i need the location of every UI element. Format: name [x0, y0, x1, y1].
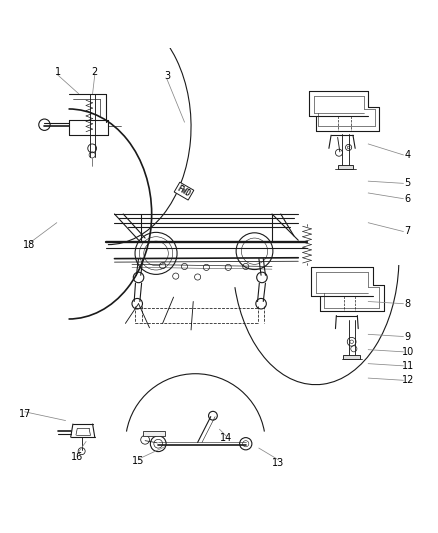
Text: 15: 15 — [132, 456, 145, 466]
Text: 3: 3 — [163, 71, 170, 81]
Text: 12: 12 — [401, 375, 413, 385]
Text: 10: 10 — [401, 347, 413, 357]
Text: 18: 18 — [23, 240, 35, 251]
Text: 2: 2 — [92, 67, 98, 77]
Text: 13: 13 — [272, 457, 284, 467]
Text: 7: 7 — [404, 227, 410, 237]
Text: FWD: FWD — [175, 184, 192, 198]
Polygon shape — [343, 355, 359, 359]
Polygon shape — [143, 431, 164, 437]
Text: 1: 1 — [54, 67, 60, 77]
Text: 9: 9 — [404, 332, 410, 342]
Text: 5: 5 — [404, 179, 410, 188]
Polygon shape — [337, 165, 353, 169]
Text: 6: 6 — [404, 193, 410, 204]
Text: 4: 4 — [404, 150, 410, 160]
Text: 11: 11 — [401, 361, 413, 371]
Text: 8: 8 — [404, 298, 410, 309]
Text: 16: 16 — [71, 452, 83, 462]
Text: 17: 17 — [18, 409, 31, 419]
Text: 14: 14 — [219, 433, 232, 443]
